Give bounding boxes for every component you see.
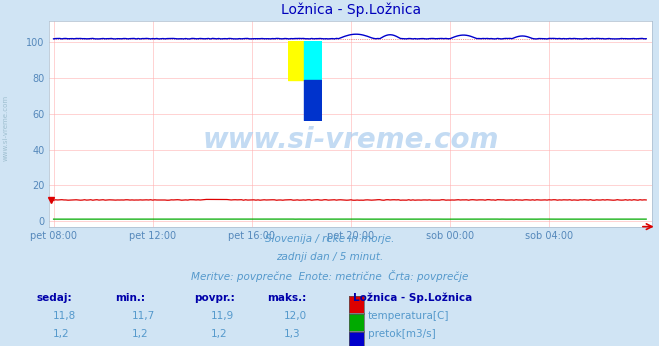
Text: 1,2: 1,2 xyxy=(53,329,69,339)
Text: 1,2: 1,2 xyxy=(132,329,148,339)
Text: 1,2: 1,2 xyxy=(211,329,227,339)
Text: 11,9: 11,9 xyxy=(211,311,234,321)
Text: zadnji dan / 5 minut.: zadnji dan / 5 minut. xyxy=(276,252,383,262)
Text: 12,0: 12,0 xyxy=(283,311,306,321)
Text: povpr.:: povpr.: xyxy=(194,293,235,303)
Text: 11,8: 11,8 xyxy=(53,311,76,321)
Text: sedaj:: sedaj: xyxy=(36,293,72,303)
Text: www.si-vreme.com: www.si-vreme.com xyxy=(2,95,9,161)
Title: Ložnica - Sp.Ložnica: Ložnica - Sp.Ložnica xyxy=(281,2,421,17)
Text: maks.:: maks.: xyxy=(267,293,306,303)
Text: temperatura[C]: temperatura[C] xyxy=(368,311,449,321)
Text: 11,7: 11,7 xyxy=(132,311,155,321)
Text: 1,3: 1,3 xyxy=(283,329,300,339)
Text: pretok[m3/s]: pretok[m3/s] xyxy=(368,329,436,339)
Text: Ložnica - Sp.Ložnica: Ložnica - Sp.Ložnica xyxy=(353,293,472,303)
Text: Slovenija / reke in morje.: Slovenija / reke in morje. xyxy=(265,234,394,244)
Text: min.:: min.: xyxy=(115,293,146,303)
Text: www.si-vreme.com: www.si-vreme.com xyxy=(203,126,499,154)
Text: Meritve: povprečne  Enote: metrične  Črta: povprečje: Meritve: povprečne Enote: metrične Črta:… xyxy=(191,270,468,282)
